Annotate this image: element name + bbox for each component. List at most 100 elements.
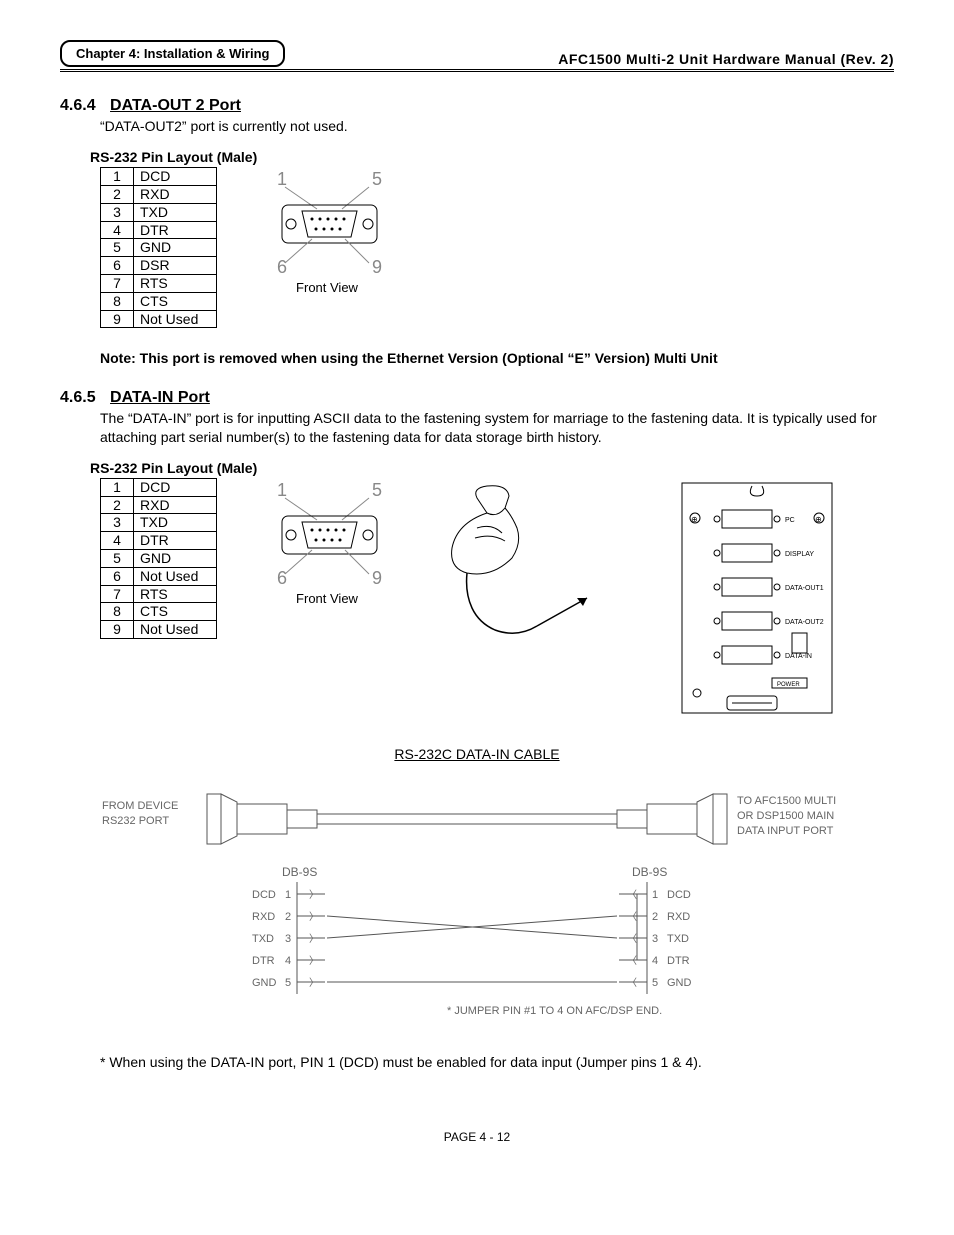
- table-row: 6DSR: [101, 257, 217, 275]
- svg-text:5: 5: [652, 977, 658, 989]
- svg-text:RS232 PORT: RS232 PORT: [102, 815, 169, 827]
- table-row: 5GND: [101, 549, 217, 567]
- svg-text:RXD: RXD: [252, 911, 275, 923]
- svg-text:* JUMPER PIN #1 TO 4 ON AFC/DS: * JUMPER PIN #1 TO 4 ON AFC/DSP END.: [447, 1005, 662, 1017]
- svg-text:GND: GND: [252, 977, 277, 989]
- table-row: 9Not Used: [101, 621, 217, 639]
- svg-text:5: 5: [285, 977, 291, 989]
- table-row: 8CTS: [101, 292, 217, 310]
- svg-text:⊕: ⊕: [691, 515, 698, 524]
- section-464-body: “DATA-OUT2” port is currently not used.: [100, 117, 894, 135]
- pin-table-465: 1DCD2RXD3TXD4DTR5GND6Not Used7RTS8CTS9No…: [100, 478, 217, 639]
- svg-text:3: 3: [285, 933, 291, 945]
- svg-text:6: 6: [277, 568, 287, 588]
- svg-text:〈: 〈: [627, 955, 637, 967]
- section-heading-465: 4.6.5 DATA-IN Port: [60, 389, 894, 407]
- manual-title: AFC1500 Multi-2 Unit Hardware Manual (Re…: [558, 51, 894, 67]
- connector-diagram-465: 1 5 6 9 Front View: [257, 478, 397, 606]
- svg-text:DB-9S: DB-9S: [282, 865, 317, 879]
- header-rule: [60, 69, 894, 72]
- table-row: 4DTR: [101, 221, 217, 239]
- svg-text:2: 2: [652, 911, 658, 923]
- pin-table-464: 1DCD2RXD3TXD4DTR5GND6DSR7RTS8CTS9Not Use…: [100, 167, 217, 328]
- svg-text:1: 1: [285, 889, 291, 901]
- svg-text:〈: 〈: [627, 933, 637, 945]
- connector-diagram-464: 1 5 6 9 Front View: [257, 167, 397, 295]
- svg-text:DB-9S: DB-9S: [632, 865, 667, 879]
- svg-text:DATA-OUT1: DATA-OUT1: [785, 585, 824, 592]
- svg-text:2: 2: [285, 911, 291, 923]
- section-heading-464: 4.6.4 DATA-OUT 2 Port: [60, 97, 894, 115]
- footnote: * When using the DATA-IN port, PIN 1 (DC…: [100, 1054, 894, 1070]
- svg-text:9: 9: [372, 568, 382, 588]
- section-number-2: 4.6.5: [60, 389, 96, 406]
- cable-diagram-title: RS-232C DATA-IN CABLE: [60, 746, 894, 762]
- svg-text:5: 5: [372, 480, 382, 500]
- svg-text:PC: PC: [785, 517, 795, 524]
- svg-text:DTR: DTR: [667, 955, 690, 967]
- svg-text:〈: 〈: [627, 977, 637, 989]
- section-title-2: DATA-IN Port: [110, 389, 210, 406]
- table-row: 1DCD: [101, 478, 217, 496]
- cable-wiring-diagram: DB-9S DB-9S DCD 1 〉 RXD 2 〉 TXD 3 〉 DTR 4 〉 GND 5 〉 〈 1…: [197, 864, 757, 1034]
- hand-scanner-icon: [417, 478, 597, 651]
- table-row: 4DTR: [101, 532, 217, 550]
- page-header: Chapter 4: Installation & Wiring AFC1500…: [60, 40, 894, 67]
- section-464-note: Note: This port is removed when using th…: [100, 348, 894, 369]
- svg-text:1: 1: [277, 480, 287, 500]
- table-row: 2RXD: [101, 496, 217, 514]
- table-row: 6Not Used: [101, 567, 217, 585]
- svg-text:DISPLAY: DISPLAY: [785, 551, 814, 558]
- svg-text:DATA INPUT PORT: DATA INPUT PORT: [737, 825, 834, 837]
- svg-text:DATA-IN: DATA-IN: [785, 653, 812, 660]
- svg-text:DCD: DCD: [667, 889, 691, 901]
- svg-text:〈: 〈: [627, 911, 637, 923]
- cable-physical-diagram: FROM DEVICE RS232 PORT TO AFC1500 MULTI …: [97, 774, 857, 864]
- svg-text:3: 3: [652, 933, 658, 945]
- page-number: PAGE 4 - 12: [60, 1130, 894, 1144]
- svg-text:DTR: DTR: [252, 955, 275, 967]
- svg-text:TXD: TXD: [252, 933, 274, 945]
- rear-panel-diagram: ⊕ ⊕ PC DISPLAY DATA-OUT1 DATA-OUT2 DATA-IN P…: [677, 478, 837, 721]
- svg-text:TXD: TXD: [667, 933, 689, 945]
- table-row: 3TXD: [101, 514, 217, 532]
- svg-text:〉: 〉: [309, 911, 319, 923]
- table-row: 3TXD: [101, 203, 217, 221]
- table-row: 7RTS: [101, 274, 217, 292]
- section-title: DATA-OUT 2 Port: [110, 97, 241, 114]
- table-row: 1DCD: [101, 168, 217, 186]
- connector-caption-1: Front View: [257, 280, 397, 295]
- section-465-body: The “DATA-IN” port is for inputting ASCI…: [100, 409, 894, 445]
- svg-text:GND: GND: [667, 977, 692, 989]
- svg-text:〉: 〉: [309, 933, 319, 945]
- section-number: 4.6.4: [60, 97, 96, 114]
- corner-6: 6: [277, 257, 287, 277]
- svg-text:TO AFC1500 MULTI: TO AFC1500 MULTI: [737, 795, 836, 807]
- svg-text:RXD: RXD: [667, 911, 690, 923]
- connector-caption-2: Front View: [257, 591, 397, 606]
- svg-text:FROM DEVICE: FROM DEVICE: [102, 800, 178, 812]
- pin-layout-heading-1: RS-232 Pin Layout (Male): [90, 149, 894, 165]
- svg-text:OR DSP1500 MAIN: OR DSP1500 MAIN: [737, 810, 834, 822]
- corner-1: 1: [277, 169, 287, 189]
- svg-text:1: 1: [652, 889, 658, 901]
- svg-text:〈: 〈: [627, 889, 637, 901]
- table-row: 7RTS: [101, 585, 217, 603]
- table-row: 5GND: [101, 239, 217, 257]
- table-row: 2RXD: [101, 185, 217, 203]
- table-row: 9Not Used: [101, 310, 217, 328]
- svg-text:POWER: POWER: [777, 682, 800, 688]
- svg-text:〉: 〉: [309, 889, 319, 901]
- corner-9: 9: [372, 257, 382, 277]
- pin-layout-heading-2: RS-232 Pin Layout (Male): [90, 460, 894, 476]
- svg-text:⊕: ⊕: [815, 515, 822, 524]
- svg-text:〉: 〉: [309, 977, 319, 989]
- svg-text:DATA-OUT2: DATA-OUT2: [785, 619, 824, 626]
- svg-text:4: 4: [652, 955, 658, 967]
- table-row: 8CTS: [101, 603, 217, 621]
- svg-text:DCD: DCD: [252, 889, 276, 901]
- svg-text:4: 4: [285, 955, 291, 967]
- svg-text:〉: 〉: [309, 955, 319, 967]
- corner-5: 5: [372, 169, 382, 189]
- chapter-tag: Chapter 4: Installation & Wiring: [60, 40, 285, 67]
